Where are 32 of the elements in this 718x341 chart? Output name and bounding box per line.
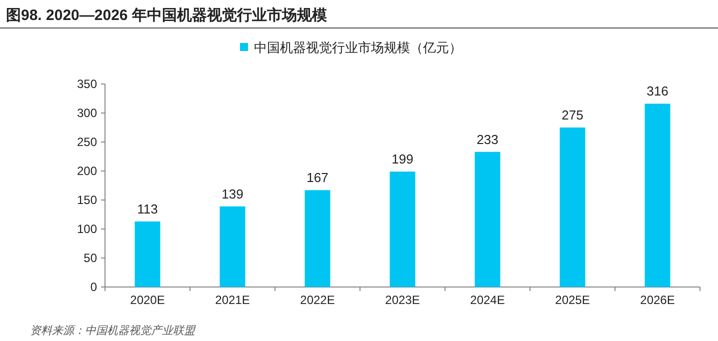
- text: 资料来源：中国机器视觉产业联盟: [30, 324, 196, 337]
- y-tick-label: 350: [76, 77, 98, 91]
- x-tick-label: 2022E: [300, 293, 335, 307]
- y-tick-label: 300: [76, 106, 98, 120]
- data-label: 316: [646, 84, 668, 99]
- bar: [390, 172, 416, 287]
- y-tick-label: 50: [84, 251, 98, 265]
- legend-label: 中国机器视觉行业市场规模（亿元）: [254, 40, 462, 55]
- x-tick-label: 2026E: [640, 293, 675, 307]
- y-tick-label: 150: [76, 193, 98, 207]
- bar: [644, 104, 670, 287]
- x-tick-label: 2023E: [385, 293, 420, 307]
- bar: [560, 128, 586, 287]
- bar: [304, 190, 330, 287]
- bar: [134, 221, 160, 287]
- x-tick-label: 2020E: [130, 293, 165, 307]
- data-label: 233: [476, 132, 498, 147]
- data-label: 275: [562, 108, 584, 122]
- x-tick-label: 2025E: [555, 293, 590, 307]
- y-tick-label: 250: [76, 135, 98, 149]
- data-label: 139: [222, 186, 244, 202]
- data-label: 167: [306, 170, 328, 186]
- data-label: 113: [137, 201, 158, 216]
- x-tick-label: 2021E: [215, 293, 250, 307]
- bar: [474, 152, 500, 287]
- chart-title: 图98. 2020—2026 年中国机器视觉行业市场规模: [6, 6, 328, 24]
- bar: [220, 206, 246, 287]
- y-tick-label: 200: [76, 164, 98, 178]
- y-tick-label: 100: [76, 222, 98, 236]
- data-label: 199: [392, 152, 414, 167]
- x-tick-label: 2024E: [470, 293, 505, 307]
- y-tick-label: 0: [90, 280, 98, 294]
